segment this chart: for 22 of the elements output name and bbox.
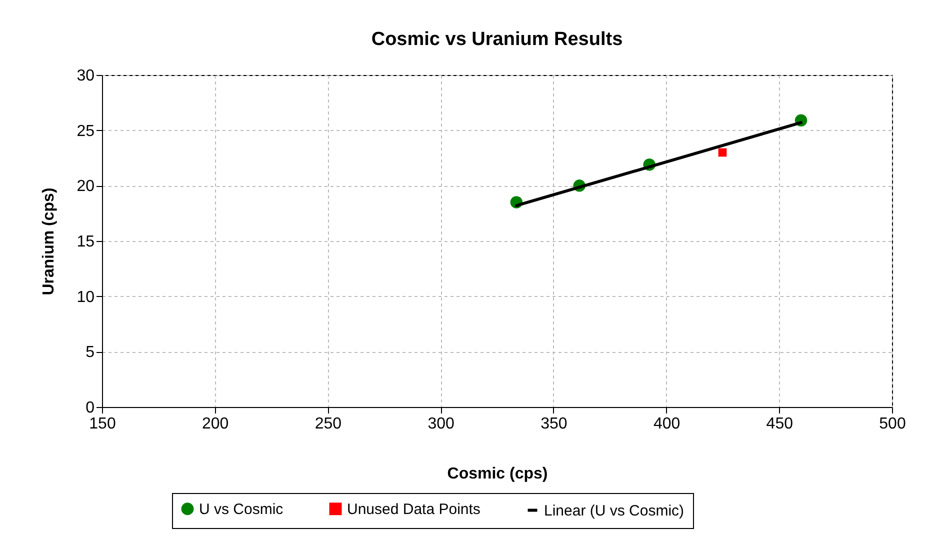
x-tick-label: 300	[428, 416, 455, 432]
y-tick-label: 0	[86, 400, 95, 416]
y-tick-label: 5	[86, 344, 95, 362]
y-tick-label: 20	[76, 178, 95, 196]
x-axis-title: Cosmic (cps)	[447, 466, 548, 482]
x-tick-label: 450	[766, 416, 794, 432]
legend-label: Unused Data Points	[347, 500, 480, 518]
x-tick-label: 500	[879, 416, 906, 432]
x-tick-label: 150	[89, 416, 116, 432]
x-tick-label: 400	[653, 416, 680, 432]
x-tick-label: 350	[540, 416, 568, 432]
legend-label: U vs Cosmic	[199, 500, 284, 518]
y-axis-title: Uranium (cps)	[40, 188, 58, 296]
y-tick-label: 10	[76, 288, 95, 306]
y-tick-label: 30	[76, 68, 95, 84]
x-tick-label: 250	[314, 416, 342, 432]
y-tick-label: 15	[76, 234, 95, 250]
chart-title: Cosmic vs Uranium Results	[371, 29, 623, 50]
y-tick-label: 25	[76, 122, 95, 140]
legend-label: Linear (U vs Cosmic)	[544, 502, 684, 520]
point	[718, 148, 727, 157]
x-tick-label: 200	[202, 416, 229, 432]
